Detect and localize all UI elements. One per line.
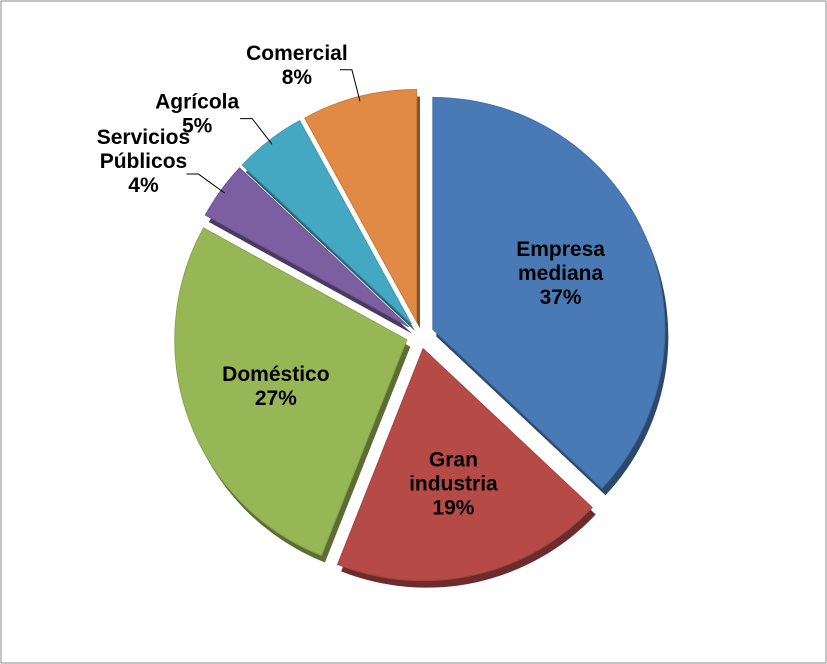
slice-label: Empresa mediana 37% <box>516 238 605 309</box>
leader-line <box>186 173 226 194</box>
slice-label: Gran industria 19% <box>409 448 498 519</box>
value-label: 37% <box>540 286 582 309</box>
slice-label: Doméstico 27% <box>222 362 329 409</box>
category-label: Comercial <box>246 41 348 64</box>
slice-label: Servicios Públicos 4% <box>97 126 190 197</box>
category-label: Doméstico <box>222 362 329 385</box>
value-label: 5% <box>182 114 213 137</box>
leader-line <box>339 69 361 102</box>
slice <box>432 96 666 489</box>
category-label: Gran industria <box>409 448 498 495</box>
slice <box>174 227 408 557</box>
slice-label: Comercial 8% <box>246 41 348 88</box>
slice-label: Agrícola 5% <box>155 90 239 137</box>
category-label: Agrícola <box>155 90 239 113</box>
category-label: Servicios Públicos <box>97 126 190 173</box>
value-label: 27% <box>255 386 297 409</box>
leader-line <box>240 118 273 145</box>
value-label: 19% <box>432 496 474 519</box>
slice <box>336 347 593 582</box>
value-label: 4% <box>128 174 159 197</box>
category-label: Empresa mediana <box>516 238 605 285</box>
value-label: 8% <box>282 65 313 88</box>
